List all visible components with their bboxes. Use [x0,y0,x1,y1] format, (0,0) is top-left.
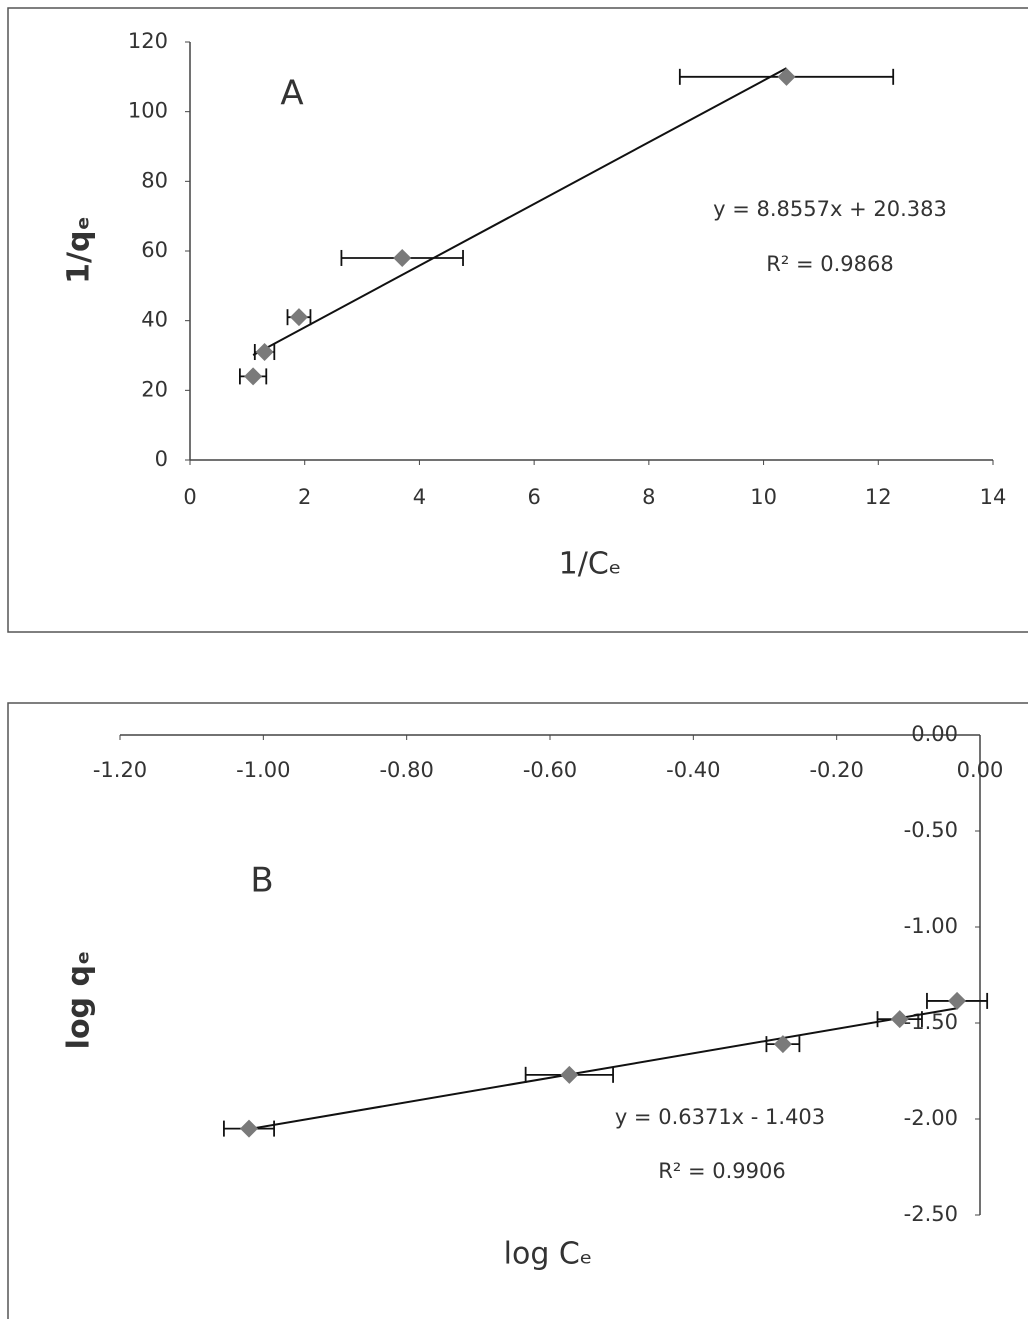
x-tick-label: 8 [642,485,655,509]
y-tick-label: 120 [128,29,168,53]
x-tick-label: 0.00 [957,758,1004,782]
figure: 0 2 4 6 8 10 12 14 0 20 40 60 80 100 120 Ay = 8.8557x +… [0,0,1028,1319]
y-tick-label: -2.50 [904,1202,958,1226]
x-tick-label: 14 [980,485,1007,509]
data-point [244,367,262,385]
x-tick-label: -0.80 [379,758,433,782]
data-point [290,308,308,326]
data-point [240,1120,258,1138]
x-tick-label: -1.00 [236,758,290,782]
x-tick-label: -0.20 [809,758,863,782]
trendline [249,1008,957,1129]
annotation: A [280,74,303,114]
r-squared: R² = 0.9906 [658,1159,785,1183]
x-tick-label: -1.20 [93,758,147,782]
x-tick-label: 4 [413,485,426,509]
x-tick-label: 12 [865,485,892,509]
y-axis-title: 1/qₑ [62,216,97,284]
r-squared: R² = 0.9868 [766,252,893,276]
y-tick-label: 40 [141,308,168,332]
x-axis-title: log Cₑ [504,1237,593,1272]
annotation: B [250,861,273,901]
trendline-equation: y = 0.6371x - 1.403 [615,1105,825,1129]
trendline [253,68,786,355]
y-tick-label: 20 [141,377,168,401]
y-tick-label: 0 [155,447,168,471]
x-tick-label: 0 [183,485,196,509]
y-tick-label: 100 [128,99,168,123]
data-point [560,1066,578,1084]
x-axis-title: 1/Cₑ [559,547,622,582]
y-tick-label: -1.00 [904,914,958,938]
data-point [948,992,966,1010]
y-tick-label: 60 [141,238,168,262]
y-tick-label: 0.00 [911,722,958,746]
x-tick-label: 10 [750,485,777,509]
x-tick-label: -0.40 [666,758,720,782]
x-tick-label: 2 [298,485,311,509]
panel-frame [8,703,1028,1319]
y-axis-title: log qₑ [62,951,97,1050]
x-tick-label: -0.60 [523,758,577,782]
trendline-equation: y = 8.8557x + 20.383 [713,197,947,221]
y-tick-label: -0.50 [904,818,958,842]
data-point [393,249,411,267]
x-tick-label: 6 [527,485,540,509]
y-tick-label: 80 [141,168,168,192]
y-tick-label: -2.00 [904,1106,958,1130]
